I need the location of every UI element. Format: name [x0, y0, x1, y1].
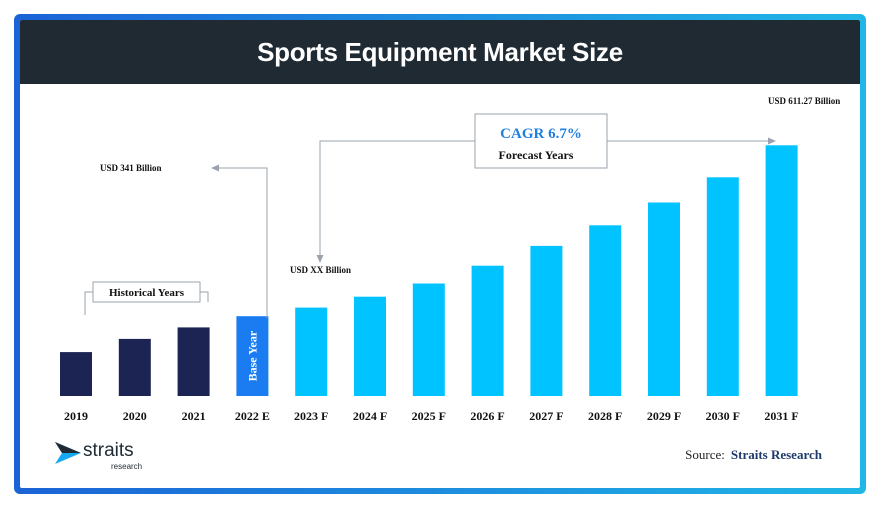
cagr-left-arrowhead — [316, 255, 324, 263]
cagr-left-arrow-line — [319, 140, 475, 256]
bar-2019 — [60, 352, 92, 396]
x-tick-label: 2021 — [182, 409, 206, 423]
source-name: Straits Research — [730, 447, 822, 462]
x-tick-label: 2022 E — [235, 409, 270, 423]
historical-years-label: Historical Years — [109, 287, 185, 299]
chart-card: Sports Equipment Market Size 2019 2020 202… — [20, 20, 860, 488]
bar-2029-f — [648, 202, 680, 396]
x-tick-label: 2024 F — [353, 409, 387, 423]
historical-box — [92, 281, 201, 303]
bar-2022-e — [236, 316, 269, 396]
usd-341-annotation: USD 341 Billion — [100, 163, 268, 318]
usd-341-arrow-line — [218, 167, 268, 318]
x-tick-label: 2023 F — [294, 409, 328, 423]
bar-2028-f — [589, 225, 622, 396]
logo-subtitle: research — [111, 462, 143, 471]
straits-logo: straits research — [53, 438, 173, 474]
straits-logo-icon — [55, 442, 81, 464]
x-tick-label: 2029 F — [647, 409, 681, 423]
usd-xx-label: USD XX Billion — [290, 265, 351, 275]
cagr-box — [474, 113, 608, 169]
bar-2026-f — [471, 265, 504, 396]
source-label: Source: — [685, 447, 725, 462]
historical-bracket — [84, 291, 209, 315]
historical-years-annotation: Historical Years — [84, 281, 209, 315]
cagr-annotation: CAGR 6.7% Forecast Years — [316, 113, 776, 263]
bar-2027-f — [530, 245, 563, 396]
bar-2030-f — [706, 177, 739, 396]
usd-341-label: USD 341 Billion — [100, 163, 162, 173]
forecast-years-label: Forecast Years — [499, 148, 574, 162]
source-credit: Source: Straits Research — [685, 447, 822, 463]
usd-341-arrowhead — [211, 164, 219, 172]
usd-611-label: USD 611.27 Billion — [768, 96, 840, 106]
bar-2024-f — [354, 296, 386, 396]
title-bar: Sports Equipment Market Size — [20, 20, 860, 84]
x-tick-label: 2026 F — [470, 409, 504, 423]
x-tick-label: 2020 — [123, 409, 147, 423]
chart-title: Sports Equipment Market Size — [257, 36, 623, 67]
bar-2025-f — [412, 283, 445, 396]
base-year-label: Base Year — [245, 330, 259, 381]
bar-2031-f — [765, 145, 798, 396]
x-tick-label: 2030 F — [706, 409, 740, 423]
bar-2021 — [177, 327, 210, 396]
x-tick-label: 2027 F — [529, 409, 563, 423]
cagr-label: CAGR 6.7% — [500, 126, 582, 142]
x-tick-label: 2019 — [64, 409, 88, 423]
cagr-right-arrowhead — [768, 137, 776, 145]
bar-2023-f — [295, 307, 328, 396]
bar-2020 — [118, 338, 151, 396]
x-tick-label: 2025 F — [412, 409, 446, 423]
x-tick-label: 2028 F — [588, 409, 622, 423]
x-tick-label: 2031 F — [764, 409, 798, 423]
logo-wordmark: straits — [83, 440, 134, 461]
bar-chart: 2019 2020 2021 2022 E Base Year 2023 F 2024 F 2… — [60, 96, 840, 423]
